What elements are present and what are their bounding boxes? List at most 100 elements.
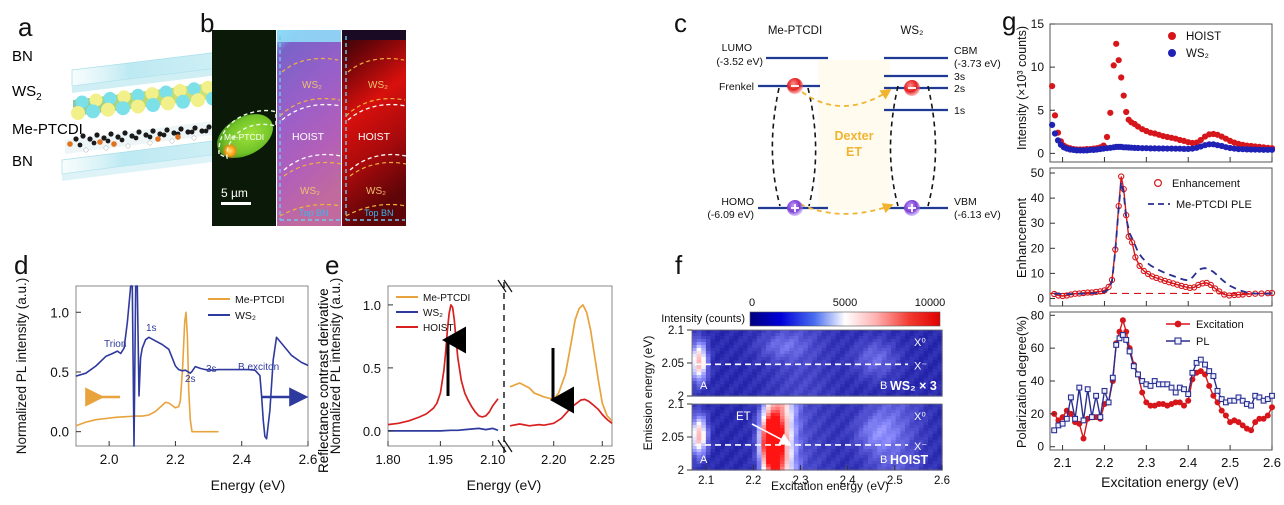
heatmap-cell bbox=[937, 461, 943, 465]
heatmap-cell bbox=[779, 449, 786, 453]
heatmap-cell bbox=[692, 390, 698, 394]
heatmap-cell bbox=[858, 330, 864, 334]
ytick-label: 0.5 bbox=[363, 361, 381, 376]
heatmap-cell bbox=[789, 390, 795, 394]
heatmap-cell bbox=[752, 357, 758, 361]
heatmap-cell bbox=[738, 339, 744, 343]
heatmap-cell bbox=[863, 455, 869, 459]
heatmap-cell bbox=[900, 464, 906, 468]
heatmap-cell bbox=[932, 339, 938, 343]
heatmap-cell bbox=[807, 387, 813, 391]
heatmap-cell bbox=[830, 339, 837, 343]
marker bbox=[1067, 410, 1074, 417]
heatmap-cell bbox=[849, 339, 855, 343]
panel-d-xlabel: Energy (eV) bbox=[211, 477, 286, 493]
heatmap-cell bbox=[821, 428, 827, 432]
legend-label-excitation: Excitation bbox=[1196, 319, 1244, 331]
heatmap-cell bbox=[923, 357, 929, 361]
marker bbox=[1260, 415, 1267, 422]
heatmap-cell bbox=[793, 333, 800, 337]
heatmap-cell bbox=[928, 354, 934, 358]
heatmap-cell bbox=[891, 437, 897, 441]
heatmap-cell bbox=[696, 461, 702, 465]
heatmap-cell bbox=[701, 390, 707, 394]
heatmap-cell bbox=[719, 443, 726, 447]
marker bbox=[1210, 392, 1217, 399]
heatmap-cell bbox=[914, 449, 920, 453]
heatmap-cell bbox=[719, 404, 726, 408]
heatmap-cell bbox=[701, 342, 707, 346]
heatmap-cell bbox=[747, 390, 753, 394]
heatmap-cell bbox=[886, 330, 892, 334]
heatmap-cell bbox=[891, 419, 897, 423]
heatmap-cell bbox=[817, 336, 823, 340]
heatmap-cell bbox=[849, 348, 855, 352]
heatmap-cell bbox=[877, 416, 883, 420]
heatmap-cell bbox=[886, 419, 892, 423]
heatmap-cell bbox=[803, 330, 809, 334]
heatmap-cell bbox=[830, 467, 837, 471]
heatmap-cell bbox=[872, 419, 878, 423]
heatmap-cell bbox=[821, 431, 827, 435]
cbar-tick-10000: 10000 bbox=[915, 297, 946, 309]
heatmap-cell bbox=[928, 446, 934, 450]
heatmap-cell bbox=[761, 410, 767, 414]
heatmap-cell bbox=[705, 357, 712, 361]
heatmap-cell bbox=[904, 449, 911, 453]
heatmap-cell bbox=[914, 348, 920, 352]
heatmap-cell bbox=[710, 449, 716, 453]
heatmap-cell bbox=[900, 390, 906, 394]
heatmap-cell bbox=[867, 342, 874, 346]
panel-a-label: a bbox=[18, 12, 33, 42]
xtick-label: 2.2 bbox=[166, 452, 185, 467]
heatmap-cell bbox=[932, 461, 938, 465]
heatmap-cell bbox=[937, 410, 943, 414]
heatmap-cell bbox=[840, 366, 846, 370]
heatmap-cell bbox=[752, 354, 758, 358]
heatmap-cell bbox=[738, 446, 744, 450]
heatmap-cell bbox=[928, 437, 934, 441]
heatmap-cell bbox=[900, 449, 906, 453]
heatmap-cell bbox=[830, 419, 837, 423]
heatmap-cell bbox=[872, 360, 878, 364]
heatmap-cell bbox=[932, 381, 938, 385]
heatmap-cell bbox=[932, 375, 938, 379]
heatmap-cell bbox=[710, 437, 716, 441]
heatmap-cell bbox=[817, 452, 823, 456]
heatmap-cell bbox=[747, 333, 753, 337]
heatmap-cell bbox=[793, 339, 800, 343]
heatmap-cell bbox=[872, 345, 878, 349]
heatmap-cell bbox=[710, 363, 716, 367]
heatmap-cell bbox=[863, 431, 869, 435]
heatmap-cell bbox=[761, 387, 767, 391]
heatmap-cell bbox=[840, 440, 846, 444]
heatmap-cell bbox=[923, 390, 929, 394]
heatmap-cell bbox=[715, 449, 721, 453]
heatmap-cell bbox=[817, 413, 823, 417]
heatmap-cell bbox=[766, 345, 772, 349]
marker bbox=[1076, 384, 1083, 391]
heatmap-cell bbox=[830, 372, 837, 376]
heatmap-cell bbox=[692, 360, 698, 364]
heatmap-cell bbox=[914, 333, 920, 337]
heatmap-cell bbox=[701, 437, 707, 441]
heatmap-cell bbox=[918, 437, 925, 441]
heatmap-cell bbox=[826, 393, 832, 397]
heatmap-cell bbox=[849, 422, 855, 426]
heatmap-cell bbox=[863, 410, 869, 414]
panel-e-axis-break bbox=[497, 279, 513, 454]
heatmap-cell bbox=[803, 339, 809, 343]
heatmap-cell bbox=[821, 363, 827, 367]
heatmap-cell bbox=[840, 369, 846, 373]
heatmap-cell bbox=[766, 461, 772, 465]
heatmap-cell bbox=[886, 431, 892, 435]
heatmap-cell bbox=[701, 464, 707, 468]
curve-me-ptcdi-right bbox=[509, 304, 613, 422]
heatmap-cell bbox=[886, 336, 892, 340]
heatmap-cell bbox=[840, 458, 846, 462]
heatmap-cell bbox=[877, 360, 883, 364]
heatmap-cell bbox=[909, 428, 915, 432]
heatmap-cell bbox=[710, 419, 716, 423]
heatmap-cell bbox=[812, 404, 818, 408]
heatmap-cell bbox=[904, 345, 911, 349]
